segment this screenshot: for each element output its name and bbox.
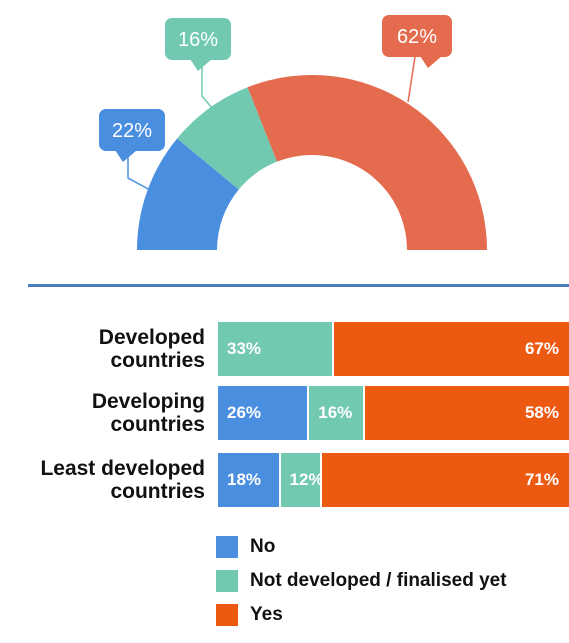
bar-value-label: 16% — [318, 403, 353, 422]
donut-slice-2 — [247, 74, 487, 250]
bar-value-label: 71% — [524, 470, 559, 489]
bar-value-label: 67% — [524, 339, 559, 358]
bar-value-label: 26% — [227, 403, 262, 422]
legend: No Not developed / finalised yet Yes — [216, 530, 507, 632]
bar-value-label: 33% — [227, 339, 262, 358]
row-label-line: countries — [110, 349, 205, 372]
donut-slice-1 — [177, 87, 278, 190]
semi-donut-chart: 22% 16% 62% — [99, 15, 487, 250]
row-label-1: Developing countries — [0, 390, 205, 436]
row-label-line: countries — [110, 480, 205, 503]
legend-item-no: No — [216, 530, 507, 564]
legend-label-no: No — [250, 536, 276, 557]
legend-label-yes: Yes — [250, 604, 283, 625]
callout-box-1 — [165, 18, 231, 60]
bar-segment-not: 12% — [280, 453, 324, 507]
row-label-0: Developed countries — [0, 326, 205, 372]
bar-segment-yes: 71% — [322, 453, 569, 507]
callout-leader-2 — [407, 56, 416, 103]
row-label-2: Least developed countries — [0, 457, 205, 503]
callout-tail-0 — [115, 150, 137, 162]
row-label-line: countries — [110, 413, 205, 436]
section-divider — [28, 284, 569, 287]
legend-item-not-developed: Not developed / finalised yet — [216, 564, 507, 598]
callout-box-2 — [382, 15, 452, 57]
bar-segment-no: 26% — [218, 386, 310, 440]
row-label-line: Developed — [98, 326, 205, 349]
bar-segment-yes: 67% — [333, 322, 569, 376]
bar-segment-no: 18% — [218, 453, 281, 507]
bar-segment-not: 16% — [309, 386, 366, 440]
row-label-line: Least developed — [40, 457, 205, 480]
callout-label-0: 22% — [112, 120, 152, 142]
bar-value-label: 58% — [524, 403, 559, 422]
legend-swatch-no — [216, 536, 238, 558]
callout-tail-2 — [420, 56, 442, 68]
callout-tail-1 — [190, 59, 212, 71]
callout-leader-1 — [201, 60, 213, 109]
legend-item-yes: Yes — [216, 598, 507, 632]
callout-label-2: 62% — [397, 26, 437, 48]
callout-box-0 — [99, 109, 165, 151]
bar-value-label: 18% — [227, 470, 262, 489]
legend-swatch-yes — [216, 604, 238, 626]
bar-segment-not: 33% — [218, 322, 334, 376]
bar-value-label: 12% — [289, 470, 324, 489]
callout-leader-0 — [127, 151, 151, 191]
bar-row-0: 33% 67% — [218, 322, 569, 376]
donut-slice-0 — [137, 138, 239, 250]
callout-label-1: 16% — [178, 29, 218, 51]
legend-label-not-developed: Not developed / finalised yet — [250, 570, 507, 591]
bar-row-1: 26% 16% 58% — [218, 386, 569, 440]
legend-swatch-not-developed — [216, 570, 238, 592]
bar-row-2: 18% 12% 71% — [218, 453, 569, 507]
row-label-line: Developing — [91, 390, 205, 413]
bar-segment-yes: 58% — [365, 386, 569, 440]
